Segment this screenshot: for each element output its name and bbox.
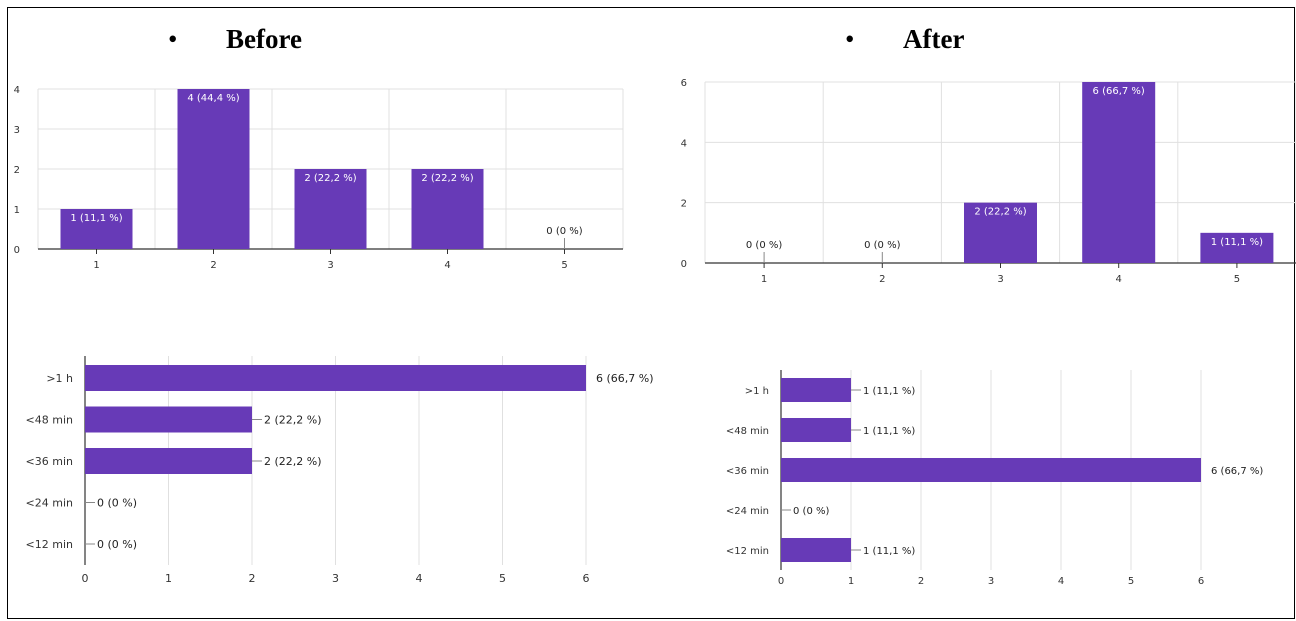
after-bottom-bar-value-label: 0 (0 %) — [793, 506, 829, 517]
after-bottom-xtick-label: 2 — [918, 576, 924, 587]
after-top-bar-value-label: 6 (66,7 %) — [1093, 86, 1145, 97]
before-bottom-category-label: <36 min — [26, 455, 73, 468]
before-bottom-category-label: <24 min — [26, 497, 73, 510]
after-bottom-category-label: >1 h — [745, 386, 769, 397]
after-bottom-bar-value-label: 1 (11,1 %) — [863, 426, 915, 437]
before-bottom-xtick-label: 1 — [165, 572, 172, 585]
after-rating-chart: 0 2 4 6 1 0 (0 %) 2 0 (0 %) 3 2 (22,2 %) 4 6 (66,7 … — [681, 78, 1296, 285]
before-top-bar — [294, 169, 367, 249]
before-bottom-xtick-label: 3 — [332, 572, 339, 585]
before-bottom-category-label: <12 min — [26, 538, 73, 551]
after-top-bar — [1082, 82, 1156, 263]
before-bottom-bar — [85, 365, 586, 391]
after-bottom-bar — [781, 418, 851, 442]
before-top-ytick-label: 1 — [14, 205, 20, 216]
before-bottom-bar-value-label: 6 (66,7 %) — [596, 372, 654, 385]
after-bottom-xtick-label: 1 — [848, 576, 854, 587]
before-bottom-xtick-label: 6 — [583, 572, 590, 585]
after-bottom-category-label: <24 min — [726, 506, 769, 517]
after-top-bar-value-label: 2 (22,2 %) — [974, 207, 1026, 218]
before-top-bar-value-label: 2 (22,2 %) — [304, 173, 356, 184]
before-heading: • Before — [168, 24, 302, 55]
after-bullet: • — [845, 24, 855, 54]
after-top-xtick-label: 3 — [997, 274, 1003, 285]
after-top-ytick-label: 2 — [681, 199, 687, 210]
before-top-bar-value-label: 4 (44,4 %) — [187, 93, 239, 104]
after-bottom-xtick-label: 0 — [778, 576, 784, 587]
after-bottom-xtick-label: 4 — [1058, 576, 1064, 587]
before-bottom-bar-value-label: 0 (0 %) — [97, 538, 137, 551]
before-bottom-xtick-label: 2 — [249, 572, 256, 585]
before-top-bar — [60, 209, 133, 249]
after-bottom-bar-value-label: 6 (66,7 %) — [1211, 466, 1263, 477]
after-bottom-xtick-label: 6 — [1198, 576, 1204, 587]
before-top-xtick-label: 5 — [561, 260, 567, 271]
after-top-bar — [1200, 232, 1274, 263]
after-top-ytick-label: 6 — [681, 78, 687, 89]
after-top-ytick-label: 4 — [681, 138, 687, 149]
after-top-bar — [964, 202, 1037, 263]
after-bottom-category-label: <36 min — [726, 466, 769, 477]
before-rating-chart: 0 1 2 3 4 1 1 (11,1 %) 2 4 (44,4 %) 3 2 (22,2 %) 4 2… — [14, 85, 624, 271]
before-bottom-bar — [85, 406, 252, 433]
after-bottom-xtick-label: 5 — [1128, 576, 1134, 587]
before-top-xtick-label: 1 — [93, 260, 99, 271]
after-top-xtick-label: 1 — [761, 274, 767, 285]
before-bottom-xtick-label: 5 — [499, 572, 506, 585]
after-bottom-bar-value-label: 1 (11,1 %) — [863, 546, 915, 557]
after-bottom-bar — [781, 458, 1201, 482]
after-top-bar-value-label: 0 (0 %) — [746, 240, 782, 251]
after-bottom-xtick-label: 3 — [988, 576, 994, 587]
before-bottom-category-label: >1 h — [46, 372, 73, 385]
before-duration-chart: 0 1 2 3 4 5 6 >1 h 6 (66,7 %) <48 min 2 (22,2 %) <3… — [26, 356, 654, 585]
after-heading-text: After — [903, 24, 965, 54]
before-top-bar — [177, 89, 250, 249]
before-top-ytick-label: 3 — [14, 125, 20, 136]
before-bottom-bar-value-label: 2 (22,2 %) — [264, 455, 322, 468]
after-bottom-category-label: <12 min — [726, 546, 769, 557]
before-bottom-bar — [85, 448, 252, 474]
after-heading: • After — [845, 24, 965, 55]
before-bottom-bar-value-label: 0 (0 %) — [97, 497, 137, 510]
before-top-xtick-label: 3 — [327, 260, 333, 271]
after-bottom-category-label: <48 min — [726, 426, 769, 437]
after-bottom-bar-value-label: 1 (11,1 %) — [863, 386, 915, 397]
after-top-xtick-label: 5 — [1234, 274, 1240, 285]
after-top-bar-value-label: 0 (0 %) — [864, 240, 900, 251]
after-top-xtick-label: 4 — [1116, 274, 1122, 285]
before-top-ytick-label: 0 — [14, 245, 20, 256]
before-top-bar-value-label: 2 (22,2 %) — [421, 173, 473, 184]
before-bottom-xtick-label: 4 — [416, 572, 423, 585]
after-top-bar-value-label: 1 (11,1 %) — [1211, 237, 1263, 248]
before-top-bar — [411, 169, 484, 249]
before-bullet: • — [168, 24, 178, 54]
after-top-ytick-label: 0 — [681, 259, 687, 270]
before-top-xtick-label: 2 — [210, 260, 216, 271]
after-bottom-bar — [781, 538, 851, 562]
before-heading-text: Before — [226, 24, 302, 54]
before-bottom-xtick-label: 0 — [82, 572, 89, 585]
before-top-xtick-label: 4 — [444, 260, 450, 271]
before-top-ytick-label: 2 — [14, 165, 20, 176]
after-top-xtick-label: 2 — [879, 274, 885, 285]
before-top-bar-value-label: 1 (11,1 %) — [70, 213, 122, 224]
before-top-ytick-label: 4 — [14, 85, 20, 96]
before-bottom-category-label: <48 min — [26, 414, 73, 427]
after-bottom-bar — [781, 378, 851, 402]
before-bottom-bar-value-label: 2 (22,2 %) — [264, 414, 322, 427]
before-top-bar-value-label: 0 (0 %) — [546, 226, 582, 237]
